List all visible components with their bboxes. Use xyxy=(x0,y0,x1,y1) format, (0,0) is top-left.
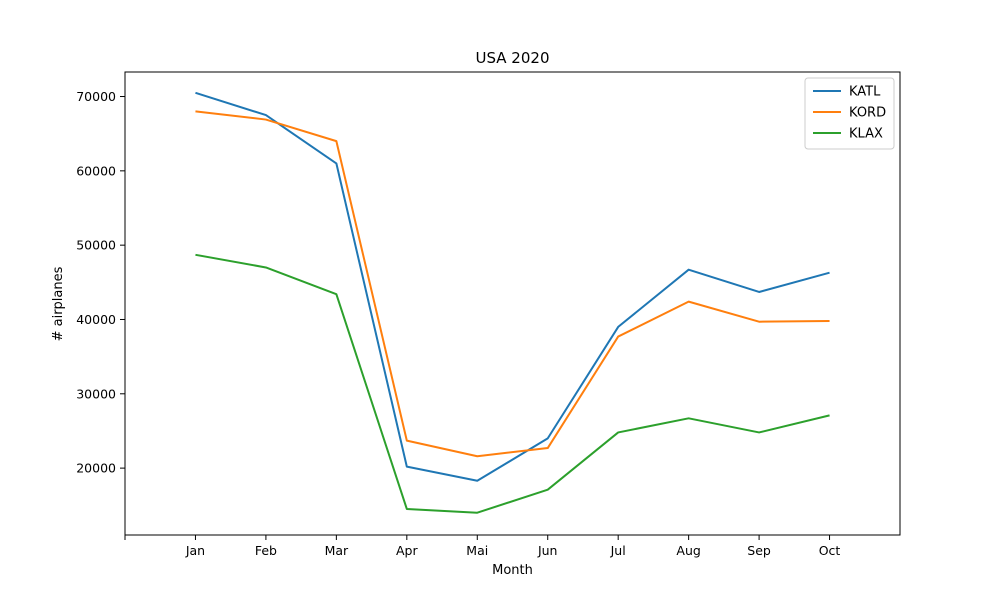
chart-title: USA 2020 xyxy=(476,49,550,67)
y-tick-label: 60000 xyxy=(76,163,116,178)
x-tick-label: Mai xyxy=(466,543,488,558)
plot-frame xyxy=(124,71,901,536)
x-axis-label: Month xyxy=(492,563,533,578)
y-tick-label: 20000 xyxy=(76,461,116,476)
y-tick-label: 50000 xyxy=(76,238,116,253)
x-tick-label: Jul xyxy=(610,543,626,558)
y-tick-label: 30000 xyxy=(76,386,116,401)
legend-label-katl: KATL xyxy=(849,85,881,100)
legend-label-klax: KLAX xyxy=(849,127,883,142)
y-tick-label: 70000 xyxy=(76,89,116,104)
x-tick-label: Mar xyxy=(325,543,349,558)
x-tick-label: Jun xyxy=(537,543,558,558)
x-tick-label: Feb xyxy=(255,543,277,558)
y-axis-label: # airplanes xyxy=(51,266,66,341)
legend-box xyxy=(804,77,895,150)
x-tick-label: Oct xyxy=(819,543,841,558)
plot-area: Jan Feb Mar Apr Mai Jun Jul Aug Sep Oct 20000 30000… xyxy=(76,71,901,558)
x-tick-label: Sep xyxy=(747,543,771,558)
x-tick-label: Jan xyxy=(185,543,205,558)
y-tick-label: 40000 xyxy=(76,312,116,327)
series-line-kord xyxy=(195,110,830,458)
x-tick-label: Aug xyxy=(676,543,700,558)
x-tick-label: Apr xyxy=(396,543,418,558)
legend-label-kord: KORD xyxy=(849,106,886,121)
series-line-klax xyxy=(195,253,830,514)
legend: KATL KORD KLAX xyxy=(804,77,895,150)
series-line-katl xyxy=(195,91,830,482)
